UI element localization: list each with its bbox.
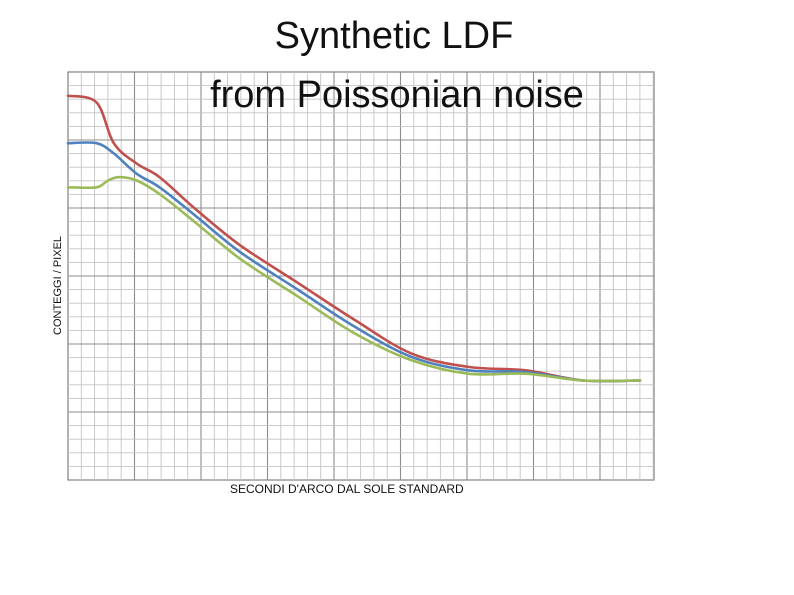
series-line-1 — [66, 94, 642, 383]
series-group — [66, 94, 642, 383]
y-axis-label: CONTEGGI / PIXEL — [52, 235, 64, 335]
series-line-2 — [66, 141, 642, 383]
series-line-3 — [66, 175, 642, 383]
chart-title: Synthetic LDF — [274, 15, 514, 57]
grid — [68, 72, 654, 480]
x-axis-label: SECONDI D'ARCO DAL SOLE STANDARD — [230, 482, 464, 496]
chart-subtitle: from Poissonian noise — [210, 74, 584, 116]
